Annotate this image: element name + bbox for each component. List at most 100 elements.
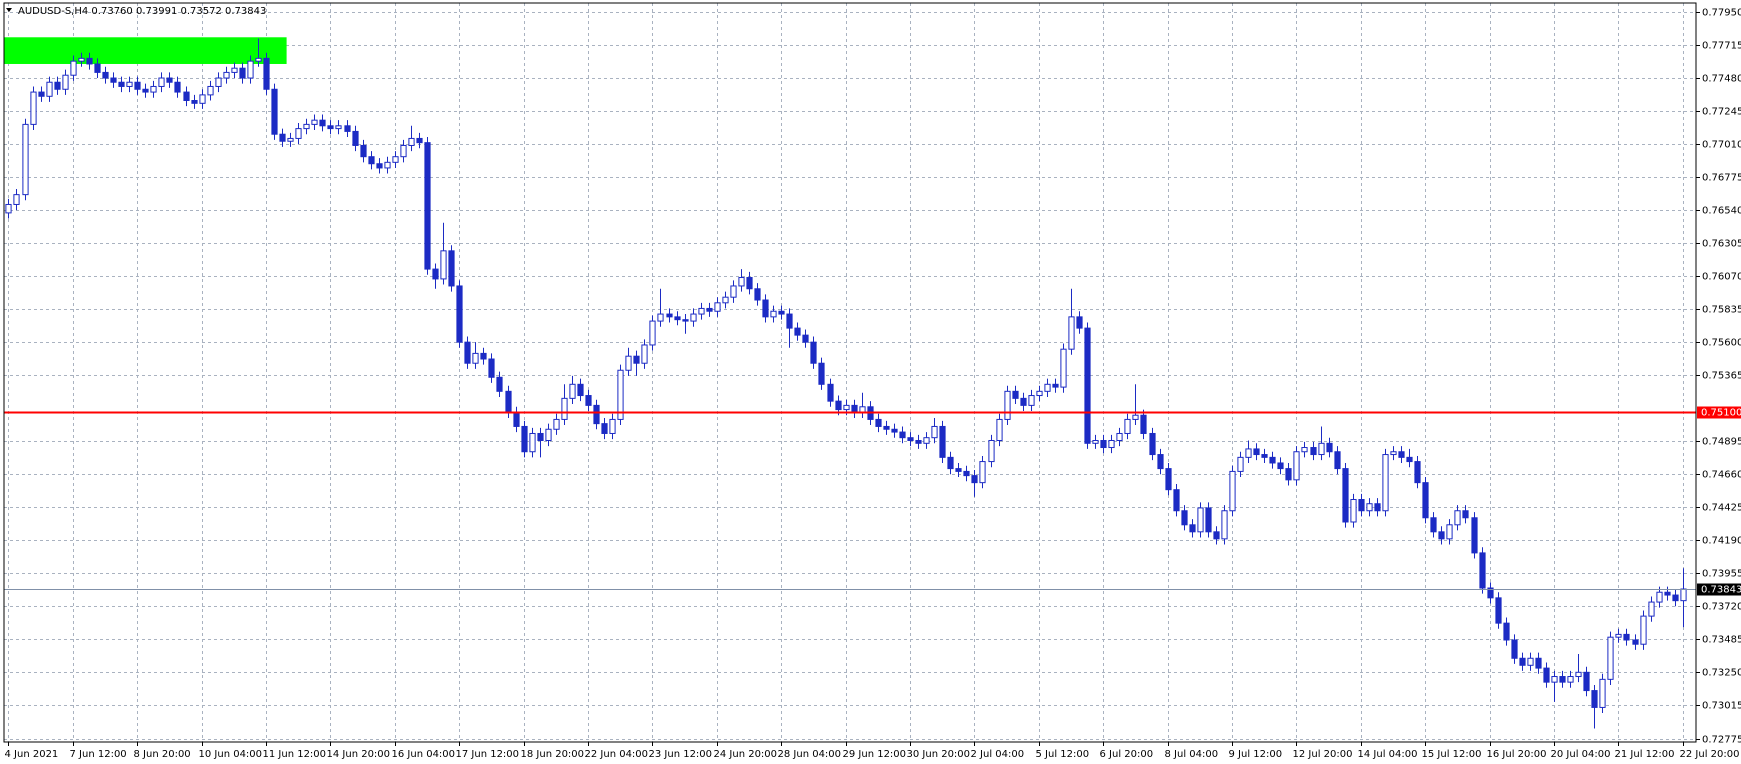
candle-body [625,355,632,371]
candle-body [223,71,230,79]
candle-body [1108,439,1115,449]
candle-body [1036,390,1043,397]
x-tick-label: 4 Jun 2021 [5,749,59,760]
candle-body [891,428,898,433]
x-tick-label: 7 Jun 12:00 [70,749,127,760]
x-tick-label: 14 Jul 04:00 [1358,749,1418,760]
candle-body [158,77,165,87]
candle-body [1092,439,1099,444]
candle-body [1004,390,1011,420]
candle-body [38,91,45,97]
candle-body [1422,482,1429,519]
candle-body [1575,671,1582,678]
candle-body [1559,676,1566,683]
candle-body [1374,503,1381,512]
candle-body [794,327,801,336]
candle-body [843,404,850,411]
candle-body [1261,454,1268,458]
candle-body [1084,327,1091,444]
y-tick-label: 0.73015 [1702,701,1741,712]
y-tick-label: 0.75835 [1702,305,1741,316]
candle-body [569,383,576,399]
x-tick-label: 21 Jul 12:00 [1615,749,1675,760]
candle-body [183,91,190,102]
candle-body [1213,531,1220,540]
candle-body [1487,587,1494,599]
candle-body [311,119,318,125]
x-tick-label: 23 Jun 12:00 [649,749,713,760]
candle-body [649,320,656,346]
candle-body [666,313,673,318]
candle-body [13,194,20,205]
y-tick-label: 0.77245 [1702,107,1741,118]
candle-body [1052,383,1059,388]
candle-body [247,60,254,79]
candle-body [46,81,53,97]
candle-body [480,352,487,360]
x-tick-label: 28 Jun 04:00 [778,749,842,760]
candle-body [1503,622,1510,641]
candle-body [810,341,817,364]
candle-body [1640,615,1647,645]
x-tick-label: 11 Jun 12:00 [263,749,327,760]
candle-body [1414,461,1421,484]
candle-body [714,302,721,312]
candle-body [1438,531,1445,540]
candle-body [352,130,359,146]
candle-body [988,439,995,463]
candle-body [440,250,447,280]
candle-body [561,397,568,420]
candle-body [1181,510,1188,526]
candle-body [1221,510,1228,540]
candle-body [899,431,906,439]
x-tick-label: 16 Jun 04:00 [392,749,456,760]
candle-body [448,250,455,287]
candle-body [1253,448,1260,456]
candle-body [327,125,334,130]
y-tick-label: 0.73955 [1702,569,1741,580]
candle-body [657,313,664,322]
candle-body [360,144,367,158]
candle-body [1301,447,1308,453]
candle-body [1471,517,1478,554]
level-label: 0.75100 [1701,408,1741,419]
candle-body [1680,588,1687,602]
candle-body [529,432,536,453]
candle-body [1406,456,1413,463]
candle-body [142,88,149,93]
y-tick-label: 0.75600 [1702,338,1741,349]
candle-body [472,352,479,364]
candle-body [1567,676,1574,683]
candle-body [746,277,753,290]
candle-body [392,156,399,163]
candle-body [1189,524,1196,533]
candle-body [955,468,962,472]
candle-body [1100,439,1107,449]
candle-body [456,285,463,343]
candle-body [1068,316,1075,350]
candle-body [416,137,423,144]
candle-body [1044,383,1051,392]
y-tick-label: 0.74190 [1702,536,1741,547]
candle-body [199,94,206,104]
candle-body [923,437,930,444]
x-tick-label: 24 Jun 20:00 [714,749,778,760]
candle-body [963,470,970,477]
chart-title: AUDUSD-S,H4 0.73760 0.73991 0.73572 0.73… [18,6,266,17]
candle-body [1664,591,1671,596]
candle-body [62,74,69,90]
x-tick-label: 8 Jun 20:00 [134,749,191,760]
candle-body [1446,524,1453,540]
candle-body [1527,657,1534,666]
x-tick-label: 14 Jun 20:00 [327,749,391,760]
candle-body [1623,633,1630,641]
candle-body [110,77,117,83]
candle-body [30,91,37,125]
candle-body [931,425,938,439]
candle-body [770,310,777,318]
candle-body [1076,316,1083,329]
candle-body [400,144,407,158]
candle-body [424,142,431,270]
